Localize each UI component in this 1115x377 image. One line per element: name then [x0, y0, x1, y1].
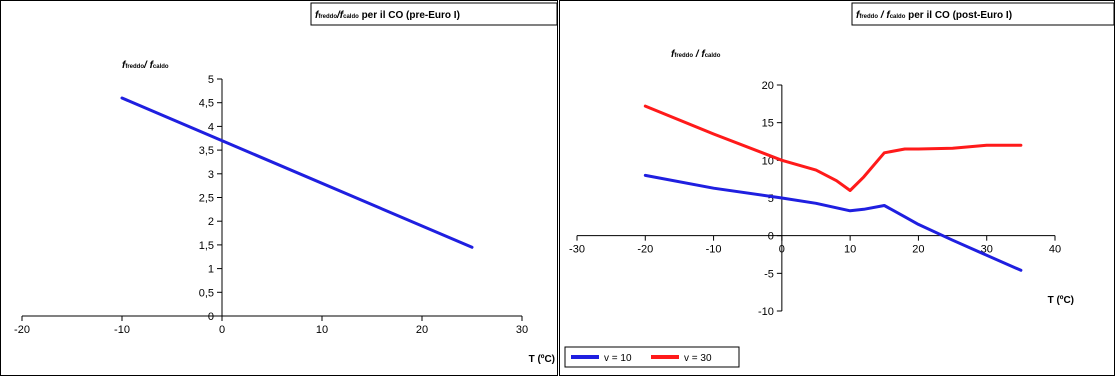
- y-tick-label: 3,5: [199, 145, 214, 157]
- chart-title: ffreddo / fcaldo per il CO (post-Euro I): [856, 10, 1012, 21]
- y-axis-label: ffreddo/ fcaldo: [122, 60, 169, 71]
- y-axis-label: ffreddo / fcaldo: [671, 49, 721, 60]
- y-tick-label: -5: [764, 268, 774, 280]
- y-tick-label: 15: [762, 118, 774, 130]
- chart-pre-euro: ffreddo/fcaldo per il CO (pre-Euro I) ffr…: [14, 2, 558, 365]
- x-tick-label: 0: [219, 324, 225, 336]
- y-tick-label: 20: [762, 80, 774, 92]
- x-tick-label: 20: [416, 324, 428, 336]
- series-line-1: [643, 173, 1023, 272]
- x-axis-label: T (ºC): [529, 354, 555, 365]
- y-tick-label: 2: [208, 216, 214, 228]
- chart-panel-post-euro: ffreddo / fcaldo per il CO (post-Euro I)…: [559, 0, 1115, 376]
- y-tick-label: 3: [208, 169, 214, 181]
- y-tick-label: 4,5: [199, 98, 214, 110]
- chart-title-box: [310, 2, 558, 26]
- x-tick-label: 20: [912, 244, 924, 256]
- chart-title-box: [851, 2, 1115, 26]
- chart-panel-pre-euro: ffreddo/fcaldo per il CO (pre-Euro I) ffr…: [0, 0, 558, 376]
- x-tick-label: 0: [779, 244, 785, 256]
- chart-post-euro: ffreddo / fcaldo per il CO (post-Euro I)…: [564, 2, 1115, 368]
- y-tick-label: 1,5: [199, 240, 214, 252]
- chart-title: ffreddo/fcaldo per il CO (pre-Euro I): [315, 10, 460, 21]
- x-tick-label: 10: [844, 244, 856, 256]
- x-tick-label: -20: [14, 324, 30, 336]
- y-tick-label: 0,5: [199, 287, 214, 299]
- y-tick-label: 5: [768, 193, 774, 205]
- x-tick-label: 10: [316, 324, 328, 336]
- x-tick-label: -10: [706, 244, 722, 256]
- y-tick-label: 2,5: [199, 193, 214, 205]
- y-tick-label: -10: [758, 306, 774, 318]
- x-tick-label: -20: [637, 244, 653, 256]
- x-axis-label: T (ºC): [1048, 295, 1074, 306]
- legend-label-1: v = 10: [604, 353, 632, 364]
- y-tick-label: 4: [208, 121, 214, 133]
- series-line-1: [120, 96, 474, 249]
- x-tick-label: -30: [569, 244, 585, 256]
- y-tick-label: 1: [208, 264, 214, 276]
- y-tick-label: 0: [208, 311, 214, 323]
- x-tick-label: 40: [1049, 244, 1061, 256]
- y-tick-label: 5: [208, 74, 214, 86]
- series-line-2: [643, 104, 1023, 192]
- legend-label-2: v = 30: [684, 353, 712, 364]
- y-tick-label: 0: [768, 231, 774, 243]
- x-tick-label: 30: [516, 324, 528, 336]
- y-tick-label: 10: [762, 155, 774, 167]
- x-tick-label: -10: [114, 324, 130, 336]
